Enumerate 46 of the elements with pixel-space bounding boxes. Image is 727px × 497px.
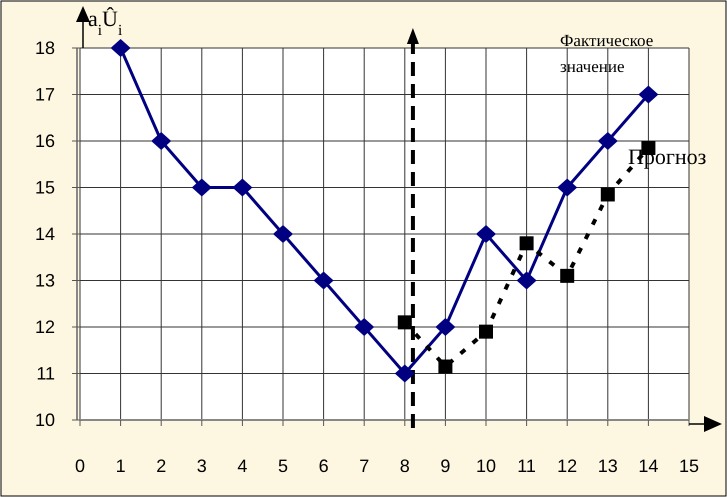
x-tick-label: 6 [318,456,329,476]
point [479,324,493,339]
y-tick-label: 15 [34,178,55,198]
x-tick-label: 9 [440,456,450,476]
x-tick-label: 7 [359,456,370,476]
point [598,132,618,150]
point [398,315,412,330]
point [110,39,131,57]
y-tick-label: 11 [36,364,55,384]
x-tick-label: 12 [557,456,578,476]
point [394,364,415,382]
x-tick-label: 1 [116,456,126,476]
x-tick-label: 11 [517,456,536,476]
x-tick-label: 10 [476,456,496,476]
y-tick-label: 10 [34,410,55,430]
point [516,272,537,290]
point [314,272,334,290]
x-tick-label: 13 [598,456,618,476]
point [192,178,212,196]
x-tick-label: 14 [638,456,658,476]
point [560,268,574,283]
x-tick-label: 3 [196,456,207,476]
y-axis-title: a$_{i}$Û$_{i}$ [88,6,122,38]
point [354,318,374,336]
point [438,360,452,374]
y-tick-label: 17 [34,84,55,104]
x-tick-label: 5 [278,456,288,476]
y-tick-label: 12 [34,317,55,337]
y-tick-label: 13 [34,270,55,290]
point [232,178,252,196]
x-tick-label: 4 [237,456,248,476]
point [273,225,293,243]
x-tick-label: 8 [400,456,410,476]
y-tick-label: 14 [34,224,55,244]
x-tick-label: 2 [156,456,166,476]
y-tick-label: 18 [34,38,55,58]
point [476,225,496,243]
point [520,236,534,250]
point [435,318,456,336]
point [151,132,172,150]
point [557,178,578,196]
x-tick-label: 15 [678,456,700,476]
x-tick-label: 0 [74,456,86,476]
point [638,86,658,104]
y-tick-label: 16 [34,131,55,151]
point [600,187,615,202]
